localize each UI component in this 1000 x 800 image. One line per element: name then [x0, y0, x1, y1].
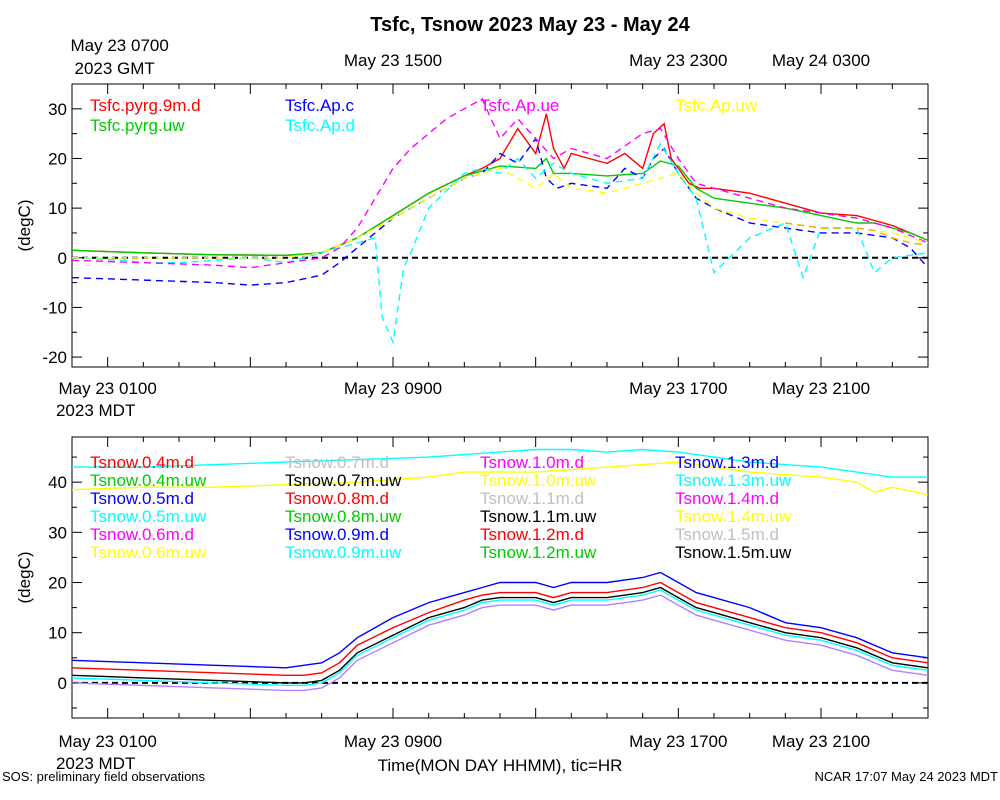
legend-entry: Tsfc.Ap.uw — [675, 96, 758, 115]
series-tsnow-1-4m-uw — [71, 461, 929, 496]
mdt-year-label: 2023 MDT — [56, 754, 135, 773]
legend-entry: Tsnow.1.3m.d — [675, 453, 779, 472]
legend-entry: Tsfc.Ap.c — [285, 96, 354, 115]
y-tick-label: 20 — [48, 574, 67, 593]
legend-entry: Tsnow.0.4m.uw — [90, 471, 207, 490]
legend-entry: Tsnow.0.8m.uw — [285, 507, 402, 526]
mdt-time-label: May 23 0100 — [59, 379, 157, 398]
gmt-time-label: May 23 2300 — [629, 51, 727, 70]
tsnow-series — [71, 448, 929, 692]
legend-entry: Tsfc.Ap.d — [285, 116, 355, 135]
mdt-time-label: May 23 1700 — [629, 379, 727, 398]
legend-entry: Tsnow.1.4m.d — [675, 489, 779, 508]
gmt-year-label: 2023 GMT — [75, 59, 155, 78]
figure-title: Tsfc, Tsnow 2023 May 23 - May 24 — [370, 14, 690, 36]
mdt-time-label: May 23 0900 — [344, 732, 442, 751]
gmt-time-label: May 23 0700 — [71, 36, 169, 55]
series-tsnow-0-7m-uw — [71, 586, 929, 684]
series-tsnow-1-3m-d — [71, 571, 929, 669]
tsfc-series — [71, 97, 929, 345]
legend-entry: Tsnow.1.2m.d — [480, 525, 584, 544]
mdt-time-label: May 23 1700 — [629, 732, 727, 751]
series-tsnow-0-5m-uw — [71, 589, 929, 687]
legend-entry: Tsnow.1.3m.uw — [675, 471, 792, 490]
series-tsfc-ap-c — [71, 136, 929, 286]
legend-entry: Tsnow.1.0m.d — [480, 453, 584, 472]
tsfc-panel: (degC) -20 -10 0 10 20 30 May 23 0100 2023 MDT M… — [15, 83, 929, 420]
series-tsfc-ap-d — [71, 142, 929, 345]
legend-entry: Tsnow.1.5m.uw — [675, 543, 792, 562]
legend-entry: Tsnow.1.5m.d — [675, 525, 779, 544]
legend-entry: Tsfc.pyrg.uw — [90, 116, 185, 135]
series-tsnow-1-3m-uw — [72, 448, 928, 478]
mdt-time-label: May 23 2100 — [772, 732, 870, 751]
legend-entry: Tsfc.Ap.ue — [480, 96, 559, 115]
y-tick-label: 30 — [48, 100, 67, 119]
y-tick-label: -20 — [42, 348, 67, 367]
legend-entry: Tsfc.pyrg.9m.d — [90, 96, 201, 115]
mdt-time-label: May 23 2100 — [772, 379, 870, 398]
series-tsfc-ap-ue — [71, 97, 929, 269]
legend-entry: Tsnow.0.5m.d — [90, 489, 194, 508]
y-tick-label: -10 — [42, 298, 67, 317]
legend-entry: Tsnow.0.9m.d — [285, 525, 389, 544]
y-tick-label: 10 — [48, 199, 67, 218]
gmt-time-label: May 24 0300 — [772, 51, 870, 70]
legend-entry: Tsnow.0.8m.d — [285, 489, 389, 508]
legend-entry: Tsnow.0.4m.d — [90, 453, 194, 472]
tsfc-ticks: -20 -10 0 10 20 30 May 23 0100 2023 MDT May 23 0… — [42, 83, 929, 420]
gmt-time-label: May 23 1500 — [344, 51, 442, 70]
y-tick-label: 0 — [58, 674, 67, 693]
tsnow-ticks: 0 10 20 30 40 May 23 0100 2023 MDT May 23 0900 M… — [48, 437, 929, 773]
legend-entry: Tsnow.1.2m.uw — [480, 543, 597, 562]
tsfc-y-axis-label: (degC) — [15, 200, 34, 252]
legend-entry: Tsnow.1.0m.uw — [480, 471, 597, 490]
legend-entry: Tsnow.0.9m.uw — [285, 543, 402, 562]
series-tsfc-ap-uw — [72, 167, 929, 259]
legend-entry: Tsnow.0.7m.uw — [285, 471, 402, 490]
y-tick-label: 20 — [48, 149, 67, 168]
legend-entry: Tsnow.1.4m.uw — [675, 507, 792, 526]
tsnow-legend: Tsnow.0.4m.dTsnow.0.4m.uwTsnow.0.5m.dTsn… — [90, 453, 792, 562]
legend-entry: Tsnow.1.1m.uw — [480, 507, 597, 526]
mdt-year-label: 2023 MDT — [56, 401, 135, 420]
tsnow-y-axis-label: (degC) — [15, 552, 34, 604]
y-tick-label: 40 — [48, 473, 67, 492]
footer-right: NCAR 17:07 May 24 2023 MDT — [814, 769, 998, 784]
gmt-time-labels: May 23 0700 2023 GMT May 23 1500 May 23 230… — [71, 36, 871, 78]
footer-left: SOS: preliminary field observations — [2, 769, 206, 784]
x-axis-label: Time(MON DAY HHMM), tic=HR — [378, 756, 623, 775]
legend-entry: Tsnow.0.7m.d — [285, 453, 389, 472]
series-tsfc-pyrg-9m-d — [71, 113, 929, 257]
legend-entry: Tsnow.0.6m.uw — [90, 543, 207, 562]
y-tick-label: 30 — [48, 523, 67, 542]
legend-entry: Tsnow.1.1m.d — [480, 489, 584, 508]
legend-entry: Tsnow.0.5m.uw — [90, 507, 207, 526]
series-orange-trace — [785, 222, 929, 247]
y-tick-label: 10 — [48, 624, 67, 643]
mdt-time-label: May 23 0100 — [59, 732, 157, 751]
mdt-time-label: May 23 0900 — [344, 379, 442, 398]
legend-entry: Tsnow.0.6m.d — [90, 525, 194, 544]
series-tsnow-0-6m-d — [71, 594, 929, 692]
y-tick-label: 0 — [58, 249, 67, 268]
tsnow-panel: (degC) 0 10 20 30 40 May 23 0100 2023 MDT May 2… — [15, 436, 929, 773]
series-tsnow-0-4m-d — [71, 581, 929, 676]
tsfc-legend: Tsfc.pyrg.9m.dTsfc.pyrg.uwTsfc.Ap.cTsfc.… — [90, 96, 758, 135]
